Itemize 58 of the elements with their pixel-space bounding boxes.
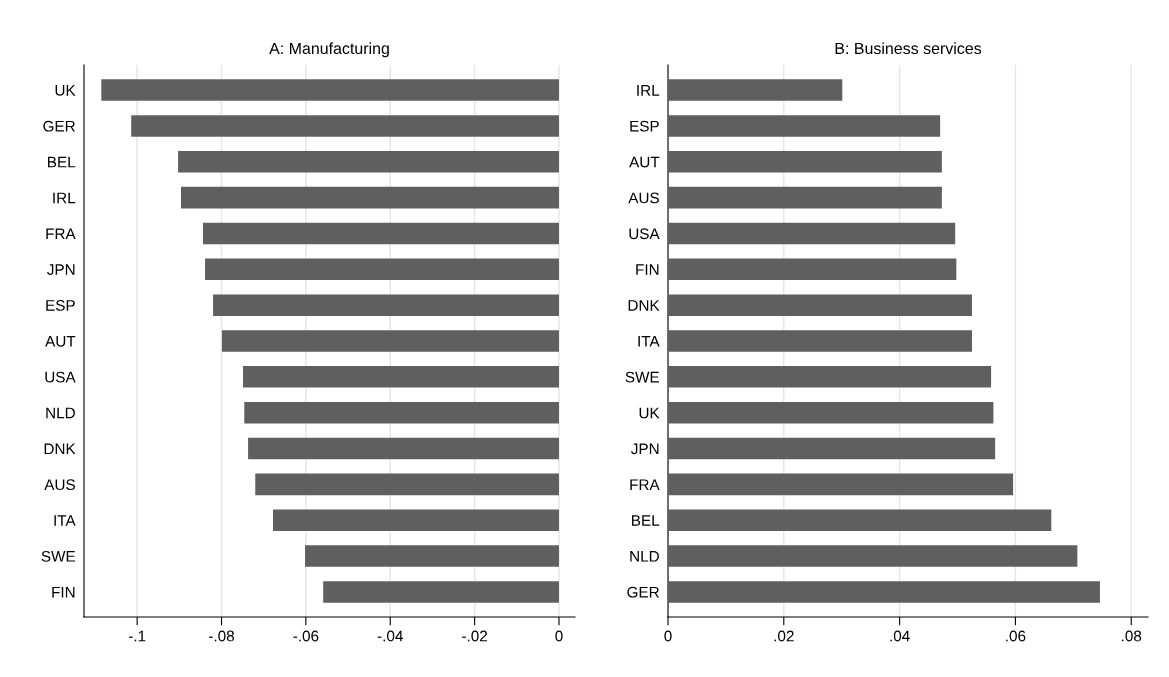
y-tick-label: AUT (45, 336, 76, 347)
y-tick-label: ESP (630, 120, 659, 132)
chart-title: B: Business services (835, 42, 982, 55)
bar (668, 545, 1078, 567)
bar (668, 151, 942, 173)
x-tick-label: .08 (1121, 630, 1142, 642)
y-tick-label: ITA (54, 515, 76, 526)
y-tick-label: UK (55, 85, 76, 96)
y-tick-label: FRA (630, 479, 660, 490)
bar (668, 294, 972, 316)
bar (668, 115, 941, 137)
y-tick-label: ESP (46, 300, 75, 311)
y-tick-label: USA (629, 228, 660, 240)
y-tick-label: USA (45, 371, 76, 383)
bar (668, 401, 994, 424)
y-tick-label: BEL (632, 515, 660, 526)
y-tick-label: SWE (41, 550, 76, 562)
y-tick-label: FIN (636, 264, 659, 275)
y-tick-label: NLD (46, 407, 75, 419)
x-tick-label: 0 (664, 630, 672, 642)
y-tick-label: IRL (637, 85, 660, 96)
bar (668, 509, 1052, 531)
y-tick-label: FRA (46, 228, 76, 239)
x-tick-label: .02 (774, 630, 794, 642)
y-tick-label: JPN (631, 443, 659, 455)
y-tick-label: SWE (625, 371, 660, 383)
x-tick-label: -.02 (462, 630, 487, 642)
y-tick-label: JPN (47, 264, 75, 275)
y-tick-label: AUT (629, 156, 660, 168)
x-tick-label: .06 (1006, 630, 1026, 642)
x-tick-label: -.08 (209, 630, 235, 642)
bar (668, 330, 972, 352)
bar (668, 366, 992, 388)
y-tick-label: ITA (638, 336, 660, 347)
bar (668, 258, 957, 281)
y-tick-label: FIN (52, 586, 75, 598)
bar (668, 222, 956, 245)
chart-title: A: Manufacturing (269, 42, 389, 58)
y-tick-label: DNK (44, 443, 76, 455)
x-tick-label: -.1 (128, 630, 146, 642)
x-tick-label: -.04 (377, 630, 403, 642)
bar (668, 473, 1014, 496)
bar (668, 437, 996, 460)
bar (668, 581, 1100, 603)
y-tick-label: NLD (630, 551, 659, 562)
x-tick-label: 0 (555, 630, 563, 642)
x-tick-label: .04 (890, 630, 910, 642)
y-tick-label: BEL (48, 156, 76, 168)
y-tick-label: AUS (628, 192, 659, 204)
y-tick-label: GER (43, 120, 75, 132)
bar (668, 186, 942, 209)
y-tick-label: AUS (44, 479, 75, 491)
y-tick-label: DNK (628, 300, 660, 311)
y-tick-label: UK (639, 407, 660, 419)
bar (668, 79, 843, 101)
y-tick-label: GER (627, 586, 659, 598)
x-tick-label: -.06 (293, 630, 319, 642)
y-tick-label: IRL (53, 192, 76, 204)
